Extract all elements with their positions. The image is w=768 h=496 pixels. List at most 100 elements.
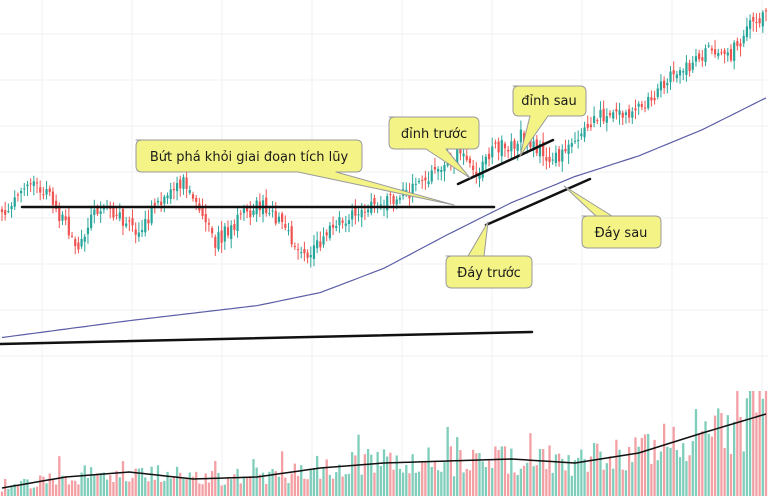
candle-body: [736, 41, 739, 46]
volume-bar: [694, 409, 698, 496]
candle-body: [20, 190, 23, 194]
candle-body: [710, 48, 713, 51]
volume-bar: [478, 453, 481, 496]
candle-body: [570, 143, 573, 147]
candle-body: [316, 240, 319, 249]
candle-body: [564, 148, 567, 152]
next-trough-callout-label: Đáy sau: [595, 226, 648, 241]
candle-body: [554, 152, 557, 163]
volume-bar: [592, 442, 596, 496]
volume-bar: [637, 446, 640, 496]
volume-bar: [605, 463, 608, 496]
volume-bar: [0, 491, 4, 496]
candle-body: [58, 207, 61, 222]
volume-bar: [516, 474, 519, 496]
volume-bar: [74, 480, 77, 496]
volume-bar: [656, 460, 659, 496]
candle-body: [621, 112, 624, 118]
volume-bar: [230, 479, 233, 496]
candle-body: [650, 97, 653, 101]
candle-body: [691, 62, 694, 70]
volume-bar: [121, 461, 125, 496]
volume-bar: [481, 461, 484, 496]
volume-bar: [23, 478, 26, 496]
volume-bar: [217, 472, 220, 496]
candle-body: [290, 226, 293, 245]
candle-body: [281, 213, 284, 222]
next-peak-callout-shape: [512, 85, 587, 157]
volume-bar: [726, 415, 729, 496]
volume-bar: [713, 415, 717, 496]
volume-bar: [570, 475, 573, 496]
candle-body: [529, 138, 532, 148]
volume-bar: [484, 467, 488, 496]
candle-body: [277, 216, 281, 222]
volume-bar: [561, 458, 564, 496]
volume-bar: [166, 471, 169, 496]
volume-bar: [398, 468, 402, 496]
volume-bar: [729, 454, 733, 496]
candle-body: [659, 81, 663, 91]
candle-body: [121, 208, 125, 226]
candle-body: [723, 50, 726, 54]
candle-body: [459, 147, 462, 154]
volume-bar: [80, 472, 83, 496]
volume-bar: [487, 460, 491, 496]
volume-bar: [449, 446, 452, 496]
candle-body: [430, 170, 433, 182]
volume-bar: [48, 473, 51, 496]
volume-bar: [602, 469, 605, 496]
candle-body: [678, 70, 682, 76]
candle-body: [160, 201, 163, 206]
volume-bar: [491, 467, 494, 496]
volume-bar: [182, 478, 185, 496]
candle-body: [411, 183, 414, 195]
candle-body: [150, 206, 153, 224]
volume-bar: [29, 488, 32, 496]
candle-body: [284, 224, 287, 228]
volume-bar: [115, 470, 118, 496]
candle-body: [312, 245, 316, 259]
candle-body: [596, 120, 599, 122]
candle-body: [647, 96, 650, 109]
candle-body: [497, 141, 500, 153]
volume-bar: [691, 441, 694, 496]
candle-body: [131, 218, 134, 226]
candle-body: [77, 242, 80, 250]
volume-bar: [733, 421, 736, 496]
candle-body: [500, 140, 503, 157]
volume-bar: [131, 477, 134, 496]
candle-body: [389, 194, 392, 196]
volume-bar: [160, 481, 163, 496]
volume-bar: [134, 468, 137, 496]
candle-body: [487, 153, 491, 160]
candle-body: [86, 227, 90, 235]
volume-bar: [191, 476, 195, 496]
volume-bar: [360, 474, 363, 496]
candle-body: [217, 232, 220, 250]
volume-bar: [621, 469, 624, 496]
candle-body: [351, 210, 354, 220]
candle-body: [481, 161, 484, 178]
volume-bar: [583, 459, 586, 496]
volume-bar: [522, 465, 526, 496]
volume-bar: [58, 456, 61, 496]
volume-bar: [112, 482, 115, 496]
volume-bar: [7, 489, 10, 496]
candle-body: [172, 189, 175, 191]
volume-bar: [608, 456, 612, 496]
candle-body: [484, 156, 487, 165]
volume-bar: [701, 431, 704, 496]
volume-bar: [538, 448, 542, 496]
previous-trough-callout-shape: [445, 221, 533, 289]
candle-body: [417, 181, 421, 183]
candle-body: [688, 63, 691, 72]
volume-bar: [643, 434, 647, 496]
volume-bar: [704, 421, 707, 496]
candle-body: [653, 98, 656, 101]
volume-bar: [54, 484, 58, 496]
volume-bar: [109, 475, 112, 496]
volume-bar: [389, 452, 392, 496]
volume-bar: [265, 483, 268, 496]
candle-body: [669, 71, 672, 83]
